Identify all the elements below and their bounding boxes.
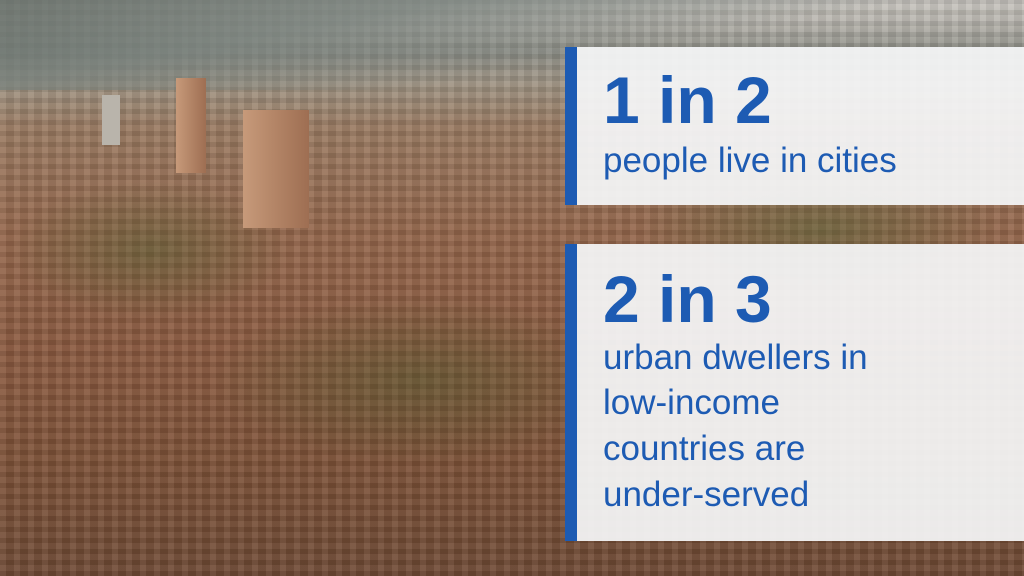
accent-bar [565,47,577,205]
stat-text: low-income [603,383,780,422]
building [102,95,120,145]
stat-panel-1: 1 in 2 people live in cities [565,47,1024,205]
building [176,78,206,173]
stat-text: people live in cities [603,141,897,180]
accent-bar [565,244,577,541]
stat-text: under-served [603,475,810,514]
stat-panel-2: 2 in 3 urban dwellers in low-income coun… [565,244,1024,541]
stat-headline: 2 in 3 [603,262,772,336]
stat-text: countries are [603,429,806,468]
stat-text: urban dwellers in [603,338,868,377]
stat-headline: 1 in 2 [603,63,772,137]
building [243,110,309,228]
